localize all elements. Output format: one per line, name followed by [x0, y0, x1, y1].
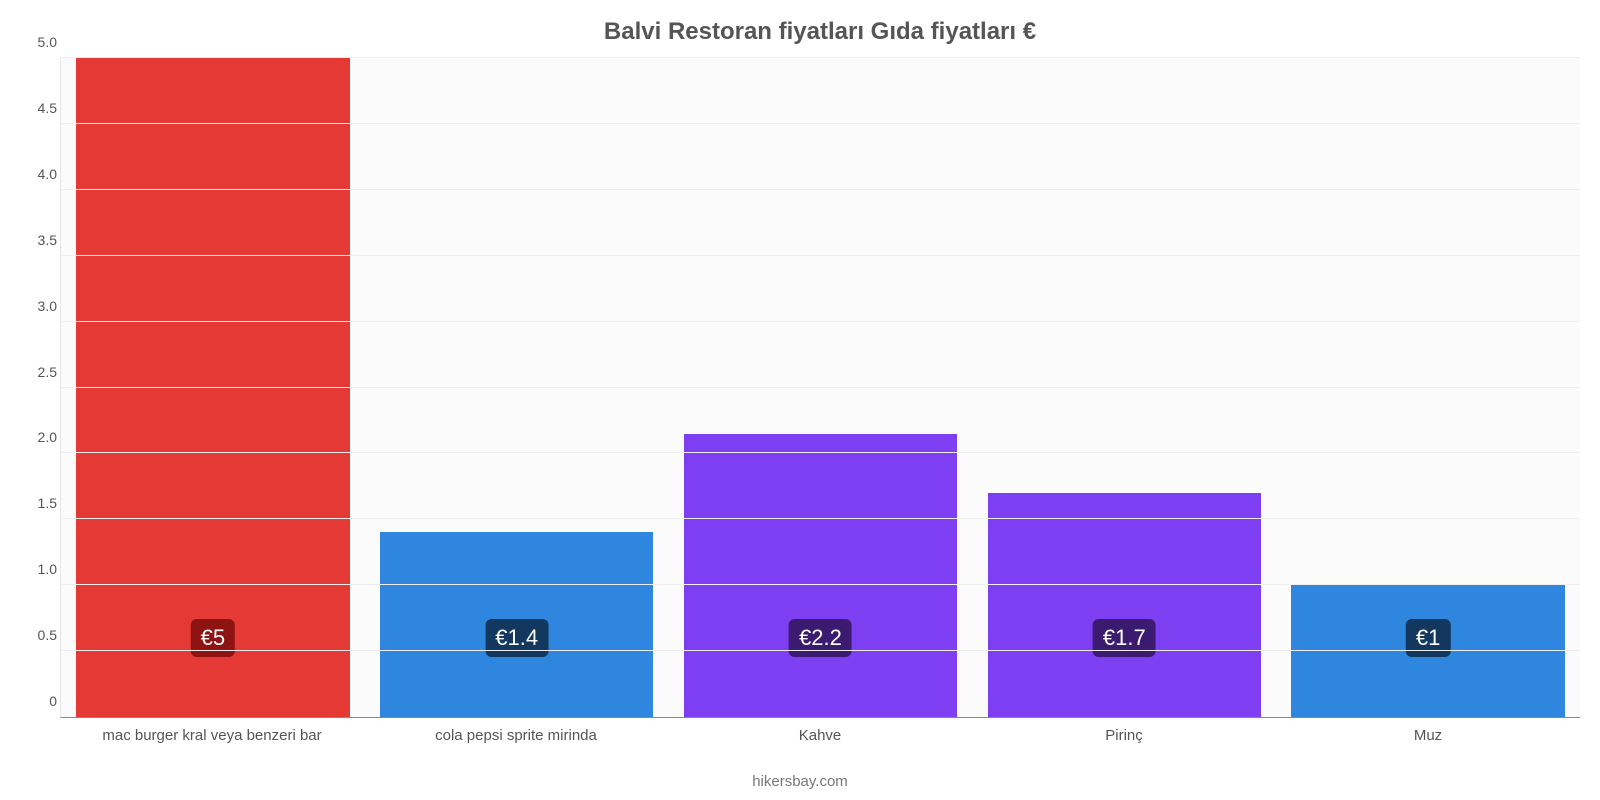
bar-value-label: €1.7	[1093, 619, 1156, 657]
bar: €5	[76, 58, 349, 717]
gridline	[61, 387, 1580, 388]
bar-value-label: €1	[1406, 619, 1450, 657]
plot-background: €5€1.4€2.2€1.7€1 00.51.01.52.02.53.03.54…	[60, 58, 1580, 718]
y-tick-label: 5.0	[13, 34, 57, 50]
y-tick-label: 1.0	[13, 561, 57, 577]
y-tick-label: 2.0	[13, 429, 57, 445]
bar-value-label: €1.4	[485, 619, 548, 657]
plot-area: €5€1.4€2.2€1.7€1 00.51.01.52.02.53.03.54…	[60, 58, 1580, 738]
gridline	[61, 189, 1580, 190]
x-tick-label: cola pepsi sprite mirinda	[364, 721, 668, 744]
x-tick-label: Kahve	[668, 721, 972, 744]
bar-slot: €2.2	[669, 58, 973, 717]
y-tick-label: 4.0	[13, 166, 57, 182]
chart-container: Balvi Restoran fiyatları Gıda fiyatları …	[0, 0, 1600, 800]
x-tick-label: Muz	[1276, 721, 1580, 744]
bar: €1.7	[988, 493, 1261, 717]
y-tick-label: 2.5	[13, 364, 57, 380]
gridline	[61, 584, 1580, 585]
gridline	[61, 123, 1580, 124]
source-text: hikersbay.com	[0, 773, 1600, 790]
gridline	[61, 650, 1580, 651]
bar-slot: €5	[61, 58, 365, 717]
y-tick-label: 0	[13, 693, 57, 709]
gridline	[61, 518, 1580, 519]
gridline	[61, 57, 1580, 58]
y-tick-label: 3.5	[13, 232, 57, 248]
bar-value-label: €5	[191, 619, 235, 657]
bar-slot: €1.4	[365, 58, 669, 717]
x-tick-label: Pirinç	[972, 721, 1276, 744]
x-tick-label: mac burger kral veya benzeri bar	[60, 721, 364, 744]
chart-title: Balvi Restoran fiyatları Gıda fiyatları …	[60, 18, 1580, 46]
x-axis-labels: mac burger kral veya benzeri barcola pep…	[60, 721, 1580, 744]
bar-slot: €1.7	[972, 58, 1276, 717]
y-tick-label: 4.5	[13, 100, 57, 116]
gridline	[61, 452, 1580, 453]
bar: €1.4	[380, 532, 653, 717]
y-tick-label: 1.5	[13, 495, 57, 511]
bar-value-label: €2.2	[789, 619, 852, 657]
gridline	[61, 321, 1580, 322]
bars-group: €5 €1.4 €2.2 €1.7 €1	[61, 58, 1580, 717]
y-tick-label: 3.0	[13, 298, 57, 314]
y-tick-label: 0.5	[13, 627, 57, 643]
bar: €2.2	[684, 434, 957, 717]
bar-slot: €1	[1276, 58, 1580, 717]
gridline	[61, 255, 1580, 256]
